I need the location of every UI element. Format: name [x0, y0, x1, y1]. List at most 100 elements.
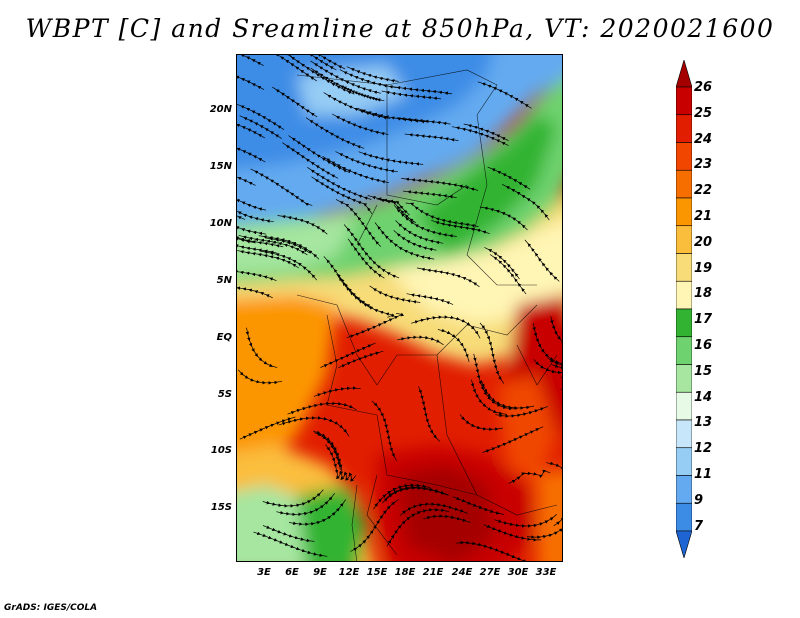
streamline	[392, 86, 453, 95]
wbpt-field-map	[237, 55, 563, 561]
streamline	[313, 386, 361, 397]
streamline	[524, 239, 560, 282]
streamline	[479, 322, 505, 384]
country-borders	[296, 69, 558, 561]
lat-label-15n: 15N	[209, 161, 232, 172]
colorbar-swatch	[676, 86, 692, 116]
streamline	[371, 400, 397, 462]
streamline	[562, 471, 563, 486]
streamline	[237, 143, 266, 163]
streamline	[237, 208, 274, 223]
streamline	[332, 113, 389, 136]
colorbar-label: 25	[694, 105, 713, 121]
streamline	[357, 108, 429, 124]
streamline	[547, 357, 562, 368]
streamline	[410, 315, 481, 339]
colorbar-label: 17	[694, 312, 713, 328]
lon-label-6e: 6E	[285, 567, 299, 578]
streamline	[237, 220, 267, 236]
streamline	[287, 401, 357, 415]
streamline	[237, 103, 285, 130]
colorbar-label: 9	[694, 492, 704, 508]
streamline	[320, 342, 376, 368]
colorbar-label: 22	[694, 183, 713, 199]
colorbar-label: 19	[694, 260, 713, 276]
streamline	[270, 55, 317, 82]
streamline	[451, 126, 509, 146]
lon-label-12e: 12E	[338, 567, 360, 578]
streamline	[312, 430, 343, 473]
streamline	[289, 499, 346, 527]
streamline	[245, 327, 278, 368]
lon-label-33e: 33E	[535, 567, 557, 578]
streamline	[473, 353, 517, 411]
lon-label-30e: 30E	[507, 567, 529, 578]
streamline	[237, 224, 284, 248]
streamline	[250, 168, 313, 207]
colorbar-label: 7	[694, 518, 704, 534]
streamline	[484, 247, 520, 280]
streamline	[456, 540, 527, 561]
streamline	[459, 414, 503, 432]
streamline	[373, 483, 431, 510]
wbpt-shading	[237, 55, 562, 561]
lon-label-3e: 3E	[257, 567, 271, 578]
lat-label-15s: 15S	[210, 502, 232, 513]
streamline	[501, 183, 550, 221]
lon-label-9e: 9E	[313, 567, 327, 578]
colorbar-swatch	[676, 391, 692, 421]
colorbar-swatch	[676, 502, 692, 532]
streamline	[237, 369, 283, 385]
colorbar-label: 18	[694, 286, 713, 302]
colorbar-swatch	[676, 142, 692, 171]
colorbar-swatch	[676, 225, 692, 254]
streamline	[546, 461, 562, 480]
streamline	[416, 267, 480, 288]
streamline	[550, 316, 562, 351]
streamline	[253, 531, 328, 557]
grads-credit: GrADS: IGES/COLA	[4, 603, 98, 613]
colorbar-label: 24	[694, 131, 713, 147]
lat-label-5n: 5N	[216, 275, 232, 286]
streamline	[305, 117, 365, 149]
colorbar-label: 16	[694, 338, 713, 353]
colorbar-swatch	[676, 336, 692, 365]
colorbar-swatch	[676, 419, 692, 449]
colorbar-swatch	[676, 114, 692, 143]
streamline	[479, 206, 528, 231]
lat-label-10n: 10N	[209, 218, 232, 229]
colorbar-swatch	[676, 60, 692, 88]
streamline	[237, 283, 273, 299]
streamline	[237, 55, 264, 67]
lat-label-5s: 5S	[217, 389, 232, 400]
streamline	[262, 525, 315, 543]
streamline	[404, 133, 459, 142]
streamline	[526, 515, 562, 539]
colorbar-swatch	[676, 364, 692, 393]
lat-label-eq: EQ	[216, 332, 232, 343]
colorbar-label: 12	[694, 441, 713, 457]
colorbar-swatch	[676, 280, 692, 310]
lon-label-21e: 21E	[422, 567, 444, 578]
lat-label-20n: 20N	[209, 104, 232, 115]
streamline	[508, 469, 551, 484]
streamline	[272, 86, 318, 118]
lon-label-27e: 27E	[479, 567, 501, 578]
colorbar-swatch	[676, 447, 692, 476]
streamline	[278, 416, 350, 437]
streamline	[336, 273, 395, 318]
colorbar-label: 15	[694, 363, 713, 379]
streamline	[277, 214, 328, 235]
streamline	[401, 177, 479, 191]
streamline	[237, 69, 265, 91]
lon-label-18e: 18E	[394, 567, 416, 578]
streamline	[346, 312, 404, 339]
colorbar-label: 13	[694, 415, 713, 431]
streamlines	[237, 55, 563, 561]
streamline	[322, 155, 390, 184]
lon-label-24e: 24E	[451, 567, 473, 578]
colorbar	[676, 60, 692, 558]
streamline	[237, 166, 256, 186]
colorbar-label: 14	[694, 389, 713, 405]
lon-label-15e: 15E	[366, 567, 388, 578]
